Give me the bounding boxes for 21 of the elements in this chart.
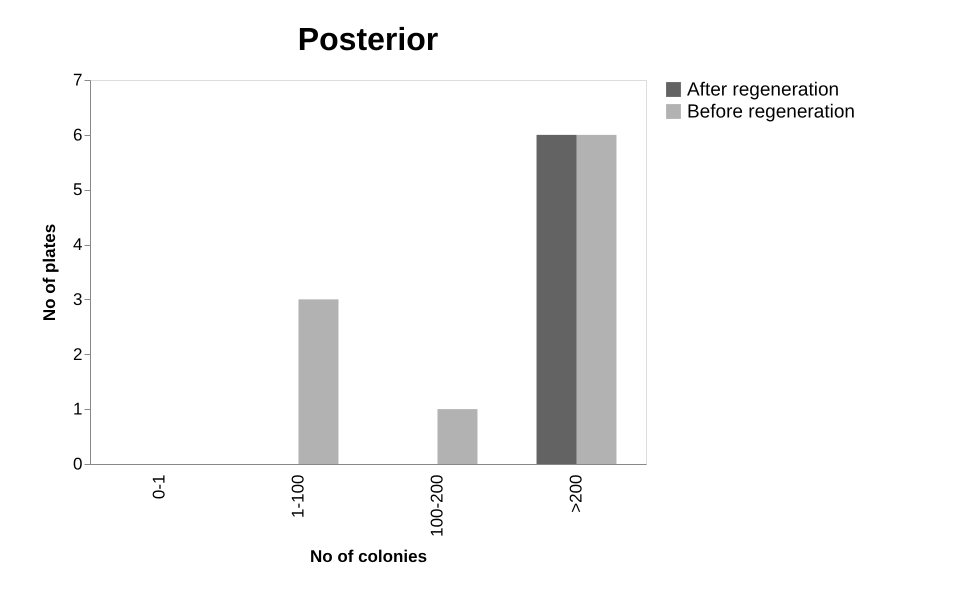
y-tick-label: 6 <box>73 125 82 144</box>
x-tick-label: 0-1 <box>150 474 168 500</box>
x-tick-label: 100-200 <box>428 474 446 537</box>
x-tick-label: 1-100 <box>288 474 308 518</box>
y-tick-label: 2 <box>73 344 82 364</box>
y-tick-label: 1 <box>73 400 82 419</box>
x-axis-title: No of colonies <box>310 546 428 566</box>
y-tick-label: 4 <box>73 235 82 254</box>
y-tick-label: 3 <box>73 290 82 309</box>
x-tick-label: >200 <box>566 474 586 513</box>
y-tick-label: 0 <box>73 454 82 474</box>
chart-title: Posterior <box>298 21 438 57</box>
y-tick-label: 5 <box>73 180 82 200</box>
y-tick-label: 7 <box>73 70 82 90</box>
legend-label: After regeneration <box>687 80 840 100</box>
y-axis-title: No of plates <box>40 224 60 322</box>
bar <box>298 299 338 464</box>
bar <box>536 134 577 464</box>
legend-label: Before regeneration <box>687 102 855 122</box>
bar <box>576 134 616 464</box>
bar <box>437 409 478 464</box>
